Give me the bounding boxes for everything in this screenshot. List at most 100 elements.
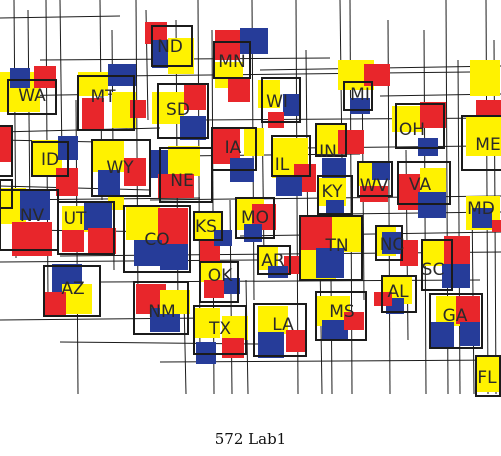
- state-frame: [397, 161, 451, 205]
- state-label-ar: AR: [261, 251, 285, 271]
- state-label-wa: WA: [18, 86, 46, 106]
- color-block-yellow: [126, 206, 160, 240]
- state-label-me: ME: [475, 135, 500, 155]
- state-frame: [315, 123, 347, 157]
- state-frame: [253, 303, 307, 357]
- color-block-yellow: [258, 306, 288, 334]
- state-frame: [235, 197, 275, 239]
- state-label-sd: SD: [166, 100, 190, 120]
- color-block-yellow: [258, 246, 278, 270]
- color-block-red: [184, 84, 206, 110]
- state-frame: [91, 139, 151, 197]
- state-frame: [381, 275, 417, 313]
- color-block-blue: [98, 170, 120, 196]
- state-label-id: ID: [41, 150, 59, 170]
- state-frame: [421, 239, 453, 291]
- state-label-az: AZ: [61, 279, 84, 299]
- color-block-blue: [134, 240, 162, 266]
- grid-line: [295, 0, 299, 395]
- color-block-blue: [180, 116, 206, 140]
- state-frame: [315, 291, 367, 341]
- state-frame: [429, 293, 483, 349]
- state-frame: [43, 265, 101, 317]
- state-label-ks: KS: [195, 217, 217, 237]
- color-block-red: [204, 280, 224, 298]
- color-block-blue: [10, 68, 30, 88]
- color-block-red: [130, 100, 146, 118]
- color-block-red: [360, 186, 388, 202]
- state-label-wv: WV: [360, 176, 389, 196]
- state-frame: [0, 179, 13, 209]
- color-block-red: [145, 22, 167, 44]
- color-block-red: [0, 126, 12, 162]
- color-block-yellow: [168, 38, 194, 74]
- color-block-yellow: [466, 116, 501, 156]
- color-block-red: [284, 256, 302, 274]
- state-label-sc: SC: [422, 260, 445, 280]
- state-frame: [357, 161, 393, 197]
- color-block-yellow: [200, 262, 222, 282]
- color-block-blue: [322, 320, 348, 340]
- state-label-co: CO: [144, 230, 169, 250]
- state-label-ky: KY: [322, 182, 344, 202]
- state-label-oh: OH: [399, 120, 425, 140]
- color-block-yellow: [194, 308, 220, 338]
- state-label-ga: GA: [443, 306, 468, 326]
- color-block-yellow: [470, 60, 500, 96]
- color-block-red: [344, 312, 364, 330]
- state-frame: [261, 77, 301, 123]
- state-frame: [213, 41, 251, 79]
- color-block-red: [400, 240, 418, 266]
- state-label-il: IL: [275, 155, 290, 175]
- state-label-mi: MI: [350, 85, 370, 105]
- grid-line: [59, 0, 63, 161]
- state-frame: [475, 355, 501, 397]
- state-label-wi: WI: [266, 92, 288, 112]
- grid-line: [229, 199, 233, 395]
- state-frame: [159, 147, 213, 203]
- state-labels: ND MN WA MT SD WI MI OH ME ID WY IA IL IN NE KY WV VA MD NV…: [18, 37, 500, 388]
- grid-line: [319, 259, 323, 395]
- state-label-la: LA: [272, 315, 294, 335]
- state-label-in: IN: [319, 142, 337, 162]
- color-blocks: [0, 22, 501, 392]
- color-block-red: [420, 102, 446, 128]
- color-block-red: [456, 296, 480, 324]
- color-block-blue: [258, 332, 284, 358]
- color-block-red: [286, 330, 306, 352]
- color-block-red: [62, 230, 84, 252]
- color-block-yellow: [160, 290, 190, 314]
- color-block-red: [158, 208, 188, 244]
- state-frame: [395, 103, 445, 149]
- state-label-fl: FL: [477, 368, 497, 388]
- state-frame: [57, 201, 115, 255]
- color-block-blue: [472, 208, 492, 228]
- color-block-yellow: [62, 284, 92, 314]
- color-block-blue: [382, 232, 402, 254]
- color-block-red: [338, 130, 364, 154]
- state-frame: [151, 25, 193, 67]
- color-block-red: [492, 220, 501, 232]
- state-frame: [77, 75, 135, 131]
- color-block-blue: [160, 244, 188, 270]
- grid-line: [183, 299, 187, 395]
- state-frame: [157, 83, 209, 139]
- state-label-ne: NE: [170, 171, 193, 191]
- state-frame: [193, 211, 223, 241]
- color-block-red: [228, 78, 250, 102]
- state-label-mn: MN: [218, 52, 245, 72]
- state-label-nc: NC: [380, 235, 405, 255]
- color-block-blue: [372, 162, 390, 180]
- color-block-red: [88, 228, 116, 254]
- color-block-red: [300, 216, 336, 252]
- color-block-yellow: [422, 240, 448, 266]
- state-label-wy: WY: [106, 158, 134, 178]
- state-frame: [133, 281, 189, 335]
- state-frame: [343, 81, 373, 111]
- state-label-al: AL: [387, 282, 409, 302]
- color-block-blue: [152, 40, 172, 68]
- color-block-blue: [326, 200, 344, 216]
- color-block-blue: [20, 190, 50, 220]
- state-label-mo: MO: [241, 208, 269, 228]
- state-frame: [0, 125, 13, 177]
